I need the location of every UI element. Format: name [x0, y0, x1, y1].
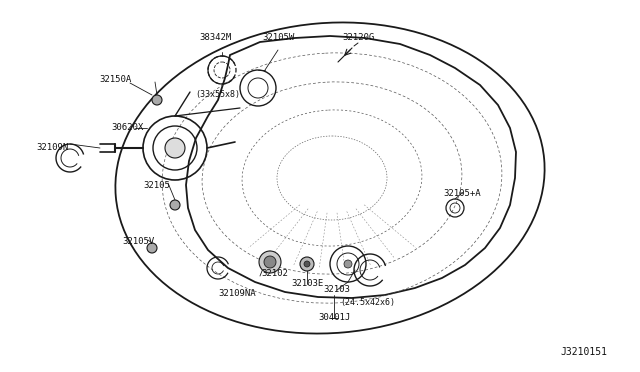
Text: 32120G: 32120G — [342, 33, 374, 42]
Text: 32109N: 32109N — [36, 144, 68, 153]
Circle shape — [147, 243, 157, 253]
Text: 32105V: 32105V — [122, 237, 154, 247]
Text: J3210151: J3210151 — [560, 347, 607, 357]
Text: 32103E: 32103E — [291, 279, 323, 289]
Circle shape — [152, 95, 162, 105]
Circle shape — [264, 256, 276, 268]
Text: 32103: 32103 — [324, 285, 351, 295]
Text: 32102: 32102 — [262, 269, 289, 279]
Text: 32105: 32105 — [143, 180, 170, 189]
Circle shape — [170, 200, 180, 210]
Text: 38342M: 38342M — [199, 33, 231, 42]
Circle shape — [300, 257, 314, 271]
Text: 32105+A: 32105+A — [443, 189, 481, 198]
Text: 32109NA: 32109NA — [218, 289, 256, 298]
Circle shape — [259, 251, 281, 273]
Text: 32105W: 32105W — [262, 33, 294, 42]
Circle shape — [304, 261, 310, 267]
Circle shape — [344, 260, 352, 268]
Text: (33x55x8): (33x55x8) — [195, 90, 241, 99]
Text: 30401J: 30401J — [318, 314, 350, 323]
Text: (24.5x42x6): (24.5x42x6) — [340, 298, 396, 308]
Text: 32150A: 32150A — [99, 76, 131, 84]
Text: 30620X: 30620X — [111, 124, 143, 132]
Circle shape — [165, 138, 185, 158]
Polygon shape — [186, 36, 516, 298]
